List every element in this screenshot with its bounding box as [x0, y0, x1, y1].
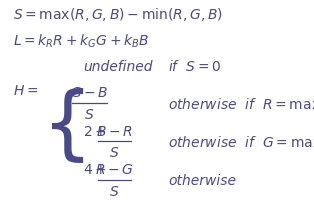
Text: if  $S = 0$: if $S = 0$	[168, 59, 221, 74]
Text: $\{$: $\{$	[41, 86, 84, 165]
Text: otherwise: otherwise	[168, 173, 236, 187]
Text: $B - R$: $B - R$	[96, 124, 133, 138]
Text: $4 +$: $4 +$	[83, 162, 107, 176]
Text: $L = k_R R + k_G G + k_B B$: $L = k_R R + k_G G + k_B B$	[13, 32, 149, 49]
Text: $2 +$: $2 +$	[83, 124, 107, 138]
Text: otherwise  if  $R = \max(R, G, B)$: otherwise if $R = \max(R, G, B)$	[168, 95, 314, 112]
Text: $S = \max(R, G, B) - \min(R, G, B)$: $S = \max(R, G, B) - \min(R, G, B)$	[13, 6, 223, 23]
Text: $H =$: $H =$	[13, 84, 38, 98]
Text: $R - G$: $R - G$	[95, 162, 134, 176]
Text: $G - B$: $G - B$	[70, 86, 109, 100]
Text: $S$: $S$	[109, 184, 120, 198]
Text: $S$: $S$	[84, 107, 95, 121]
Text: $S$: $S$	[109, 145, 120, 159]
Text: otherwise  if  $G = \max(R, G, B)$: otherwise if $G = \max(R, G, B)$	[168, 133, 314, 150]
Text: undefined: undefined	[83, 59, 153, 73]
